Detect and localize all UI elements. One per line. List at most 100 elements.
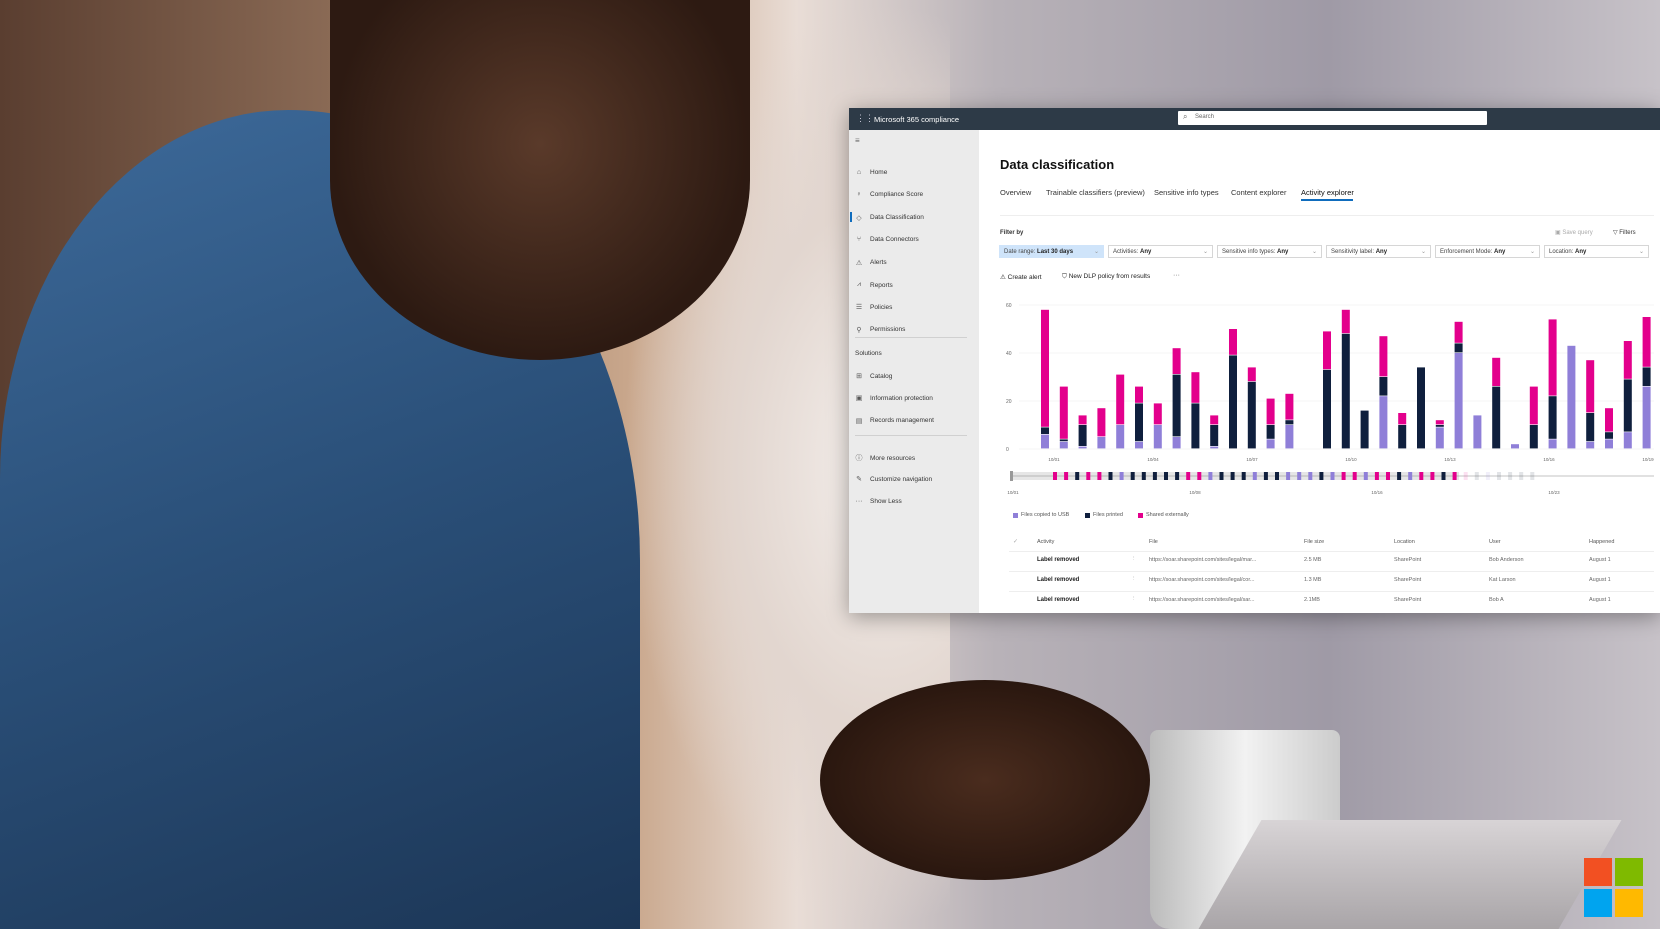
bar-files-copied-to-usb[interactable] bbox=[1097, 437, 1106, 449]
bar-files-printed[interactable] bbox=[1135, 403, 1143, 442]
save-query-button[interactable]: ▣ Save query bbox=[1555, 229, 1593, 236]
bar-files-printed[interactable] bbox=[1210, 425, 1219, 446]
bar-shared-externally[interactable] bbox=[1323, 331, 1331, 370]
bar-files-copied-to-usb[interactable] bbox=[1210, 446, 1219, 449]
bar-files-copied-to-usb[interactable] bbox=[1266, 439, 1275, 449]
sidebar-item-compliance-score[interactable]: ♀ Compliance Score bbox=[855, 191, 923, 198]
bar-files-copied-to-usb[interactable] bbox=[1059, 441, 1068, 449]
bar-files-printed[interactable] bbox=[1529, 425, 1538, 449]
sidebar-item-information-protection[interactable]: ▣ Information protection bbox=[855, 394, 933, 403]
bar-shared-externally[interactable] bbox=[1097, 408, 1106, 437]
bar-shared-externally[interactable] bbox=[1605, 408, 1613, 432]
bar-shared-externally[interactable] bbox=[1642, 317, 1651, 367]
filter-dropdown-date-range[interactable]: Date range: Last 30 days ⌄ bbox=[999, 245, 1104, 258]
bar-shared-externally[interactable] bbox=[1172, 348, 1181, 374]
cell-file[interactable]: https://soar.sharepoint.com/sites/legal/… bbox=[1149, 597, 1255, 603]
search-box[interactable]: ⌕ Search bbox=[1178, 111, 1487, 125]
bar-shared-externally[interactable] bbox=[1586, 360, 1595, 413]
bar-files-copied-to-usb[interactable] bbox=[1567, 345, 1576, 449]
column-header-file[interactable]: File bbox=[1149, 539, 1158, 545]
bar-files-printed[interactable] bbox=[1285, 420, 1294, 425]
bar-shared-externally[interactable] bbox=[1454, 321, 1463, 343]
bar-files-printed[interactable] bbox=[1247, 381, 1256, 449]
bar-files-copied-to-usb[interactable] bbox=[1454, 353, 1463, 449]
row-more-icon[interactable]: ⋮ bbox=[1131, 596, 1137, 602]
cell-file[interactable]: https://soar.sharepoint.com/sites/legal/… bbox=[1149, 557, 1257, 563]
sidebar-item-policies[interactable]: ☰ Policies bbox=[855, 303, 893, 312]
bar-files-copied-to-usb[interactable] bbox=[1285, 425, 1294, 449]
bar-shared-externally[interactable] bbox=[1059, 386, 1068, 439]
bar-files-copied-to-usb[interactable] bbox=[1511, 444, 1519, 449]
tab-activity-explorer[interactable]: Activity explorer bbox=[1301, 188, 1354, 197]
bar-shared-externally[interactable] bbox=[1191, 372, 1200, 403]
bar-files-printed[interactable] bbox=[1360, 410, 1369, 449]
bar-shared-externally[interactable] bbox=[1078, 415, 1087, 425]
tab-content-explorer[interactable]: Content explorer bbox=[1231, 188, 1287, 197]
cell-file[interactable]: https://soar.sharepoint.com/sites/legal/… bbox=[1149, 577, 1255, 583]
filter-dropdown-sensitivity-label[interactable]: Sensitivity label: Any ⌄ bbox=[1326, 245, 1431, 258]
sidebar-item-records-management[interactable]: ▤ Records management bbox=[855, 417, 934, 425]
bar-files-printed[interactable] bbox=[1172, 374, 1181, 437]
bar-files-copied-to-usb[interactable] bbox=[1623, 432, 1632, 449]
filter-dropdown-location[interactable]: Location: Any ⌄ bbox=[1544, 245, 1649, 258]
bar-shared-externally[interactable] bbox=[1623, 341, 1632, 379]
bar-files-printed[interactable] bbox=[1041, 427, 1049, 434]
bar-files-printed[interactable] bbox=[1586, 413, 1595, 442]
column-header-user[interactable]: User bbox=[1489, 539, 1501, 545]
create-alert-button[interactable]: ⚠ Create alert bbox=[1000, 273, 1042, 281]
bar-files-printed[interactable] bbox=[1078, 425, 1087, 446]
bar-shared-externally[interactable] bbox=[1135, 386, 1143, 403]
sidebar-item-show-less[interactable]: ··· Show Less bbox=[855, 498, 902, 505]
bar-files-printed[interactable] bbox=[1642, 367, 1651, 386]
legend-item[interactable]: Shared externally bbox=[1138, 512, 1189, 518]
legend-item[interactable]: Files copied to USB bbox=[1013, 512, 1069, 518]
new-dlp-policy-button[interactable]: ⛉ New DLP policy from results bbox=[1062, 273, 1150, 281]
bar-files-printed[interactable] bbox=[1435, 425, 1444, 427]
bar-files-copied-to-usb[interactable] bbox=[1116, 425, 1125, 449]
bar-shared-externally[interactable] bbox=[1341, 309, 1350, 334]
bar-files-copied-to-usb[interactable] bbox=[1642, 386, 1651, 449]
bar-files-printed[interactable] bbox=[1229, 355, 1237, 449]
bar-files-printed[interactable] bbox=[1492, 386, 1501, 449]
search-input[interactable]: Search bbox=[1195, 114, 1215, 120]
bar-shared-externally[interactable] bbox=[1229, 329, 1237, 355]
bar-shared-externally[interactable] bbox=[1492, 357, 1501, 386]
bar-files-copied-to-usb[interactable] bbox=[1135, 441, 1143, 449]
bar-files-printed[interactable] bbox=[1454, 343, 1463, 353]
filter-dropdown-enforcement-mode[interactable]: Enforcement Mode: Any ⌄ bbox=[1435, 245, 1540, 258]
bar-files-printed[interactable] bbox=[1341, 333, 1350, 449]
legend-item[interactable]: Files printed bbox=[1085, 512, 1123, 518]
sidebar-item-catalog[interactable]: ⊞ Catalog bbox=[855, 372, 892, 381]
sidebar-item-customize-navigation[interactable]: ✎ Customize navigation bbox=[855, 475, 932, 484]
bar-shared-externally[interactable] bbox=[1398, 413, 1407, 425]
filter-dropdown-sensitive-info-types[interactable]: Sensitive info types: Any ⌄ bbox=[1217, 245, 1322, 258]
bar-files-printed[interactable] bbox=[1623, 379, 1632, 432]
bar-shared-externally[interactable] bbox=[1041, 309, 1049, 427]
sidebar-item-data-classification[interactable]: ◇ Data Classification bbox=[855, 214, 924, 222]
select-all-checkbox[interactable]: ✓ bbox=[1013, 539, 1019, 545]
bar-files-printed[interactable] bbox=[1379, 377, 1388, 396]
bar-shared-externally[interactable] bbox=[1548, 319, 1557, 396]
bar-files-copied-to-usb[interactable] bbox=[1548, 439, 1557, 449]
bar-files-printed[interactable] bbox=[1417, 367, 1425, 449]
bar-files-printed[interactable] bbox=[1191, 403, 1200, 449]
bar-files-printed[interactable] bbox=[1398, 425, 1407, 449]
bar-shared-externally[interactable] bbox=[1435, 420, 1444, 425]
bar-shared-externally[interactable] bbox=[1210, 415, 1219, 425]
sidebar-item-reports[interactable]: ⩘ Reports bbox=[855, 281, 893, 289]
bar-files-printed[interactable] bbox=[1266, 425, 1275, 439]
bar-files-copied-to-usb[interactable] bbox=[1605, 439, 1613, 449]
more-actions-button[interactable]: ··· bbox=[1173, 272, 1180, 279]
bar-files-copied-to-usb[interactable] bbox=[1435, 427, 1444, 449]
bar-files-copied-to-usb[interactable] bbox=[1473, 415, 1482, 449]
sidebar-item-home[interactable]: ⌂ Home bbox=[855, 169, 887, 176]
bar-files-copied-to-usb[interactable] bbox=[1153, 425, 1162, 449]
bar-files-copied-to-usb[interactable] bbox=[1379, 396, 1388, 449]
column-header-activity[interactable]: Activity bbox=[1037, 539, 1055, 545]
bar-files-printed[interactable] bbox=[1059, 439, 1068, 442]
row-more-icon[interactable]: ⋮ bbox=[1131, 576, 1137, 582]
bar-shared-externally[interactable] bbox=[1529, 386, 1538, 425]
column-header-happened[interactable]: Happened bbox=[1589, 539, 1615, 545]
bar-shared-externally[interactable] bbox=[1285, 393, 1294, 420]
tab-trainable-classifiers-preview-[interactable]: Trainable classifiers (preview) bbox=[1046, 188, 1145, 197]
